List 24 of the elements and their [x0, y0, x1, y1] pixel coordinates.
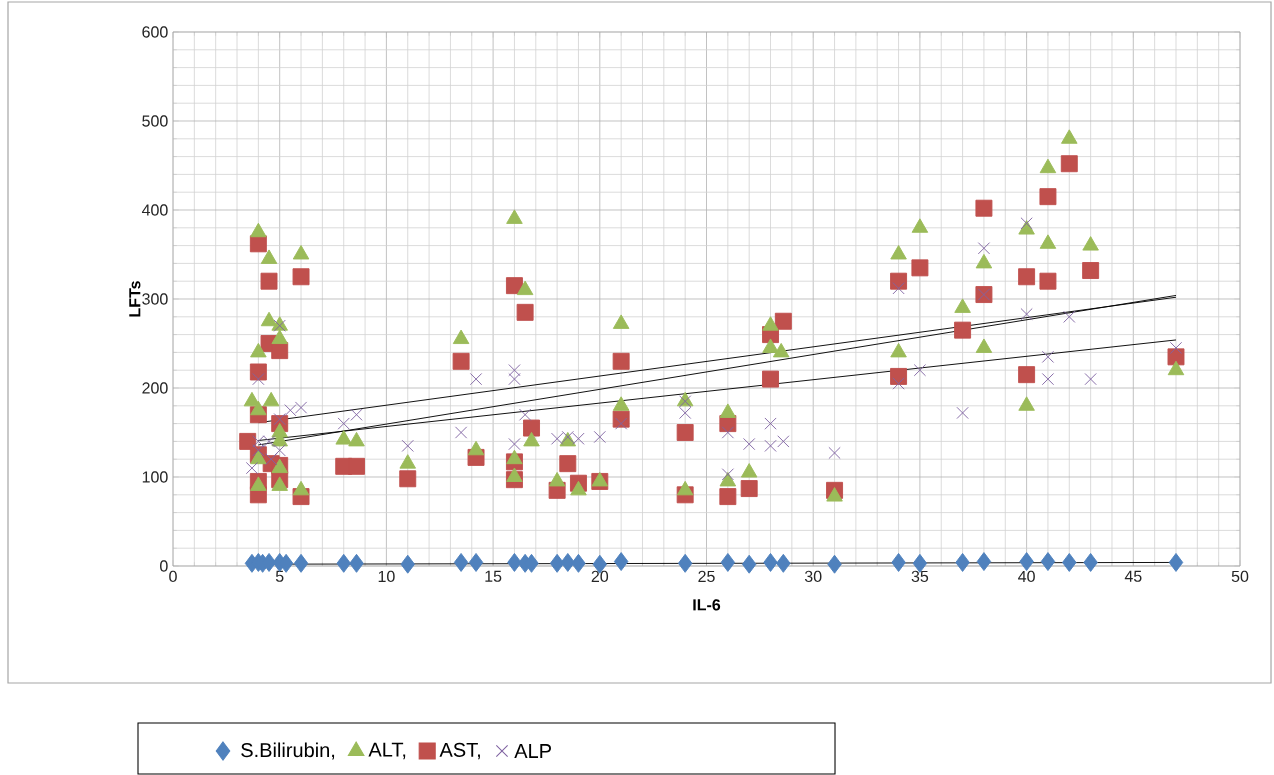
- legend-label: ALT,: [368, 742, 406, 760]
- y-tick-label: 200: [142, 382, 168, 394]
- x-tick-label: 40: [1018, 570, 1035, 583]
- x-tick-label: 0: [169, 570, 177, 583]
- x-tick-label: 10: [378, 570, 395, 583]
- x-tick-label: 45: [1124, 570, 1142, 582]
- x-tick-label: 35: [911, 570, 929, 583]
- y-tick-label: 600: [142, 26, 168, 38]
- legend-label: ALP: [514, 744, 551, 758]
- y-tick-label: 100: [142, 471, 168, 483]
- x-tick-label: 30: [804, 570, 822, 583]
- x-axis-title: IL-6: [693, 599, 721, 611]
- y-tick-label: 300: [142, 293, 168, 305]
- y-tick-label: 400: [141, 204, 168, 216]
- y-axis-title: LFTs: [129, 281, 141, 317]
- x-tick-label: 20: [591, 570, 609, 583]
- legend-label: AST,: [439, 742, 480, 760]
- x-tick-label: 5: [275, 570, 284, 582]
- y-tick-label: 0: [160, 560, 168, 572]
- legend-label: S.Bilirubin,: [241, 742, 335, 760]
- x-tick-label: 15: [485, 570, 502, 582]
- x-tick-label: 25: [698, 570, 715, 583]
- x-tick-label: 50: [1231, 570, 1249, 583]
- y-tick-label: 500: [142, 115, 168, 127]
